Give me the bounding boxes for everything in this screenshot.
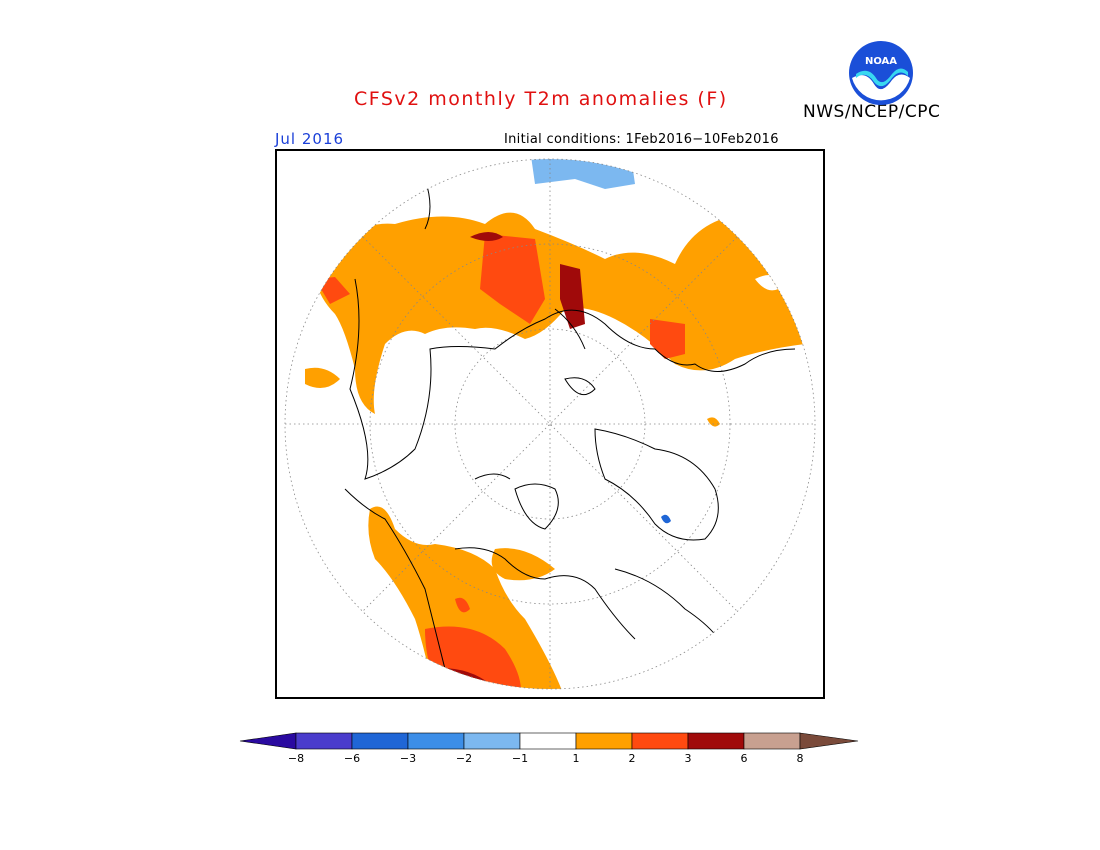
coastlines bbox=[344, 178, 796, 670]
colorbar-tick-label: 2 bbox=[629, 752, 636, 765]
colorbar-tick-label: 1 bbox=[573, 752, 580, 765]
warm-region-russia bbox=[480, 234, 545, 324]
hot-region-urals bbox=[560, 264, 585, 329]
colorbar-swatch bbox=[295, 732, 353, 750]
warm-spot-iceland bbox=[707, 417, 720, 427]
colorbar-tick-label: −1 bbox=[512, 752, 528, 765]
colorbar-swatch bbox=[407, 732, 465, 750]
colorbar-high-arrow bbox=[799, 732, 859, 750]
hot-spot-siberia bbox=[470, 232, 503, 241]
colorbar-tick-label: 6 bbox=[741, 752, 748, 765]
colorbar-swatch bbox=[687, 732, 745, 750]
agency-label: NWS/NCEP/CPC bbox=[803, 102, 941, 122]
colorbar-tick-label: −8 bbox=[288, 752, 304, 765]
map-border bbox=[275, 149, 825, 699]
cool-region-africa bbox=[530, 159, 635, 189]
chart-title: CFSv2 monthly T2m anomalies (F) bbox=[354, 88, 728, 110]
colorbar-swatch bbox=[575, 732, 633, 750]
noaa-logo-icon: NOAA bbox=[849, 41, 913, 105]
colorbar-swatch bbox=[519, 732, 577, 750]
colorbar-tick-label: −6 bbox=[344, 752, 360, 765]
colorbar-tick-label: −2 bbox=[456, 752, 472, 765]
colorbar-tick-label: 3 bbox=[685, 752, 692, 765]
warm-region-eurasia bbox=[315, 212, 815, 414]
cool-spot-greenland bbox=[661, 514, 671, 524]
colorbar-swatch bbox=[743, 732, 801, 750]
warm-region-europe bbox=[650, 319, 685, 359]
colorbar-swatch bbox=[351, 732, 409, 750]
colorbar-low-arrow bbox=[239, 732, 297, 750]
colorbar-swatch bbox=[631, 732, 689, 750]
warm-region-kamchatka bbox=[305, 367, 340, 388]
valid-month-label: Jul 2016 bbox=[275, 130, 345, 148]
colorbar-tick-label: 8 bbox=[797, 752, 804, 765]
anomaly-field bbox=[305, 159, 815, 689]
polar-map bbox=[275, 149, 825, 699]
warm-spot-bc bbox=[455, 597, 470, 613]
logo-text: NOAA bbox=[865, 56, 897, 67]
latitude-grid bbox=[284, 158, 816, 690]
colorbar-tick-label: −3 bbox=[400, 752, 416, 765]
warm-region-canada bbox=[491, 548, 555, 581]
colorbar-swatch bbox=[463, 732, 521, 750]
initial-conditions-label: Initial conditions: 1Feb2016−10Feb2016 bbox=[504, 132, 779, 147]
